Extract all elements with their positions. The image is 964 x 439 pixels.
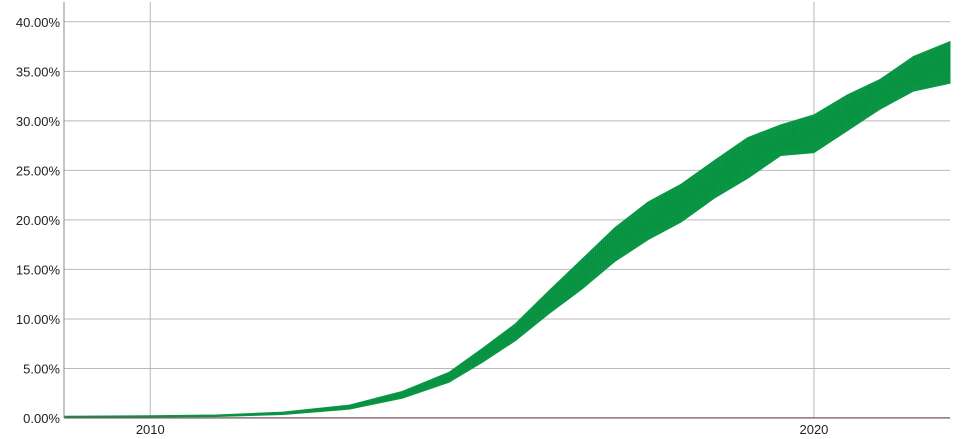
series-area — [63, 40, 951, 419]
y-tick-label: 40.00% — [16, 15, 61, 30]
y-axis-labels: 0.00% 5.00% 10.00% 15.00% 20.00% 25.00% 30.00%… — [16, 15, 61, 426]
x-tick-label: 2010 — [136, 422, 165, 437]
y-tick-label: 25.00% — [16, 163, 61, 178]
y-tick-label: 0.00% — [23, 411, 60, 426]
y-tick-label: 15.00% — [16, 262, 61, 277]
y-tick-label: 35.00% — [16, 64, 61, 79]
y-tick-label: 30.00% — [16, 114, 61, 129]
y-tick-label: 10.00% — [16, 312, 61, 327]
series-band — [63, 40, 951, 418]
series-line — [63, 41, 951, 418]
y-tick-label: 20.00% — [16, 213, 61, 228]
grid-lines — [64, 2, 950, 419]
x-tick-label: 2020 — [799, 422, 828, 437]
y-tick-label: 5.00% — [23, 361, 60, 376]
x-axis-labels: 2010 2020 — [136, 422, 829, 437]
